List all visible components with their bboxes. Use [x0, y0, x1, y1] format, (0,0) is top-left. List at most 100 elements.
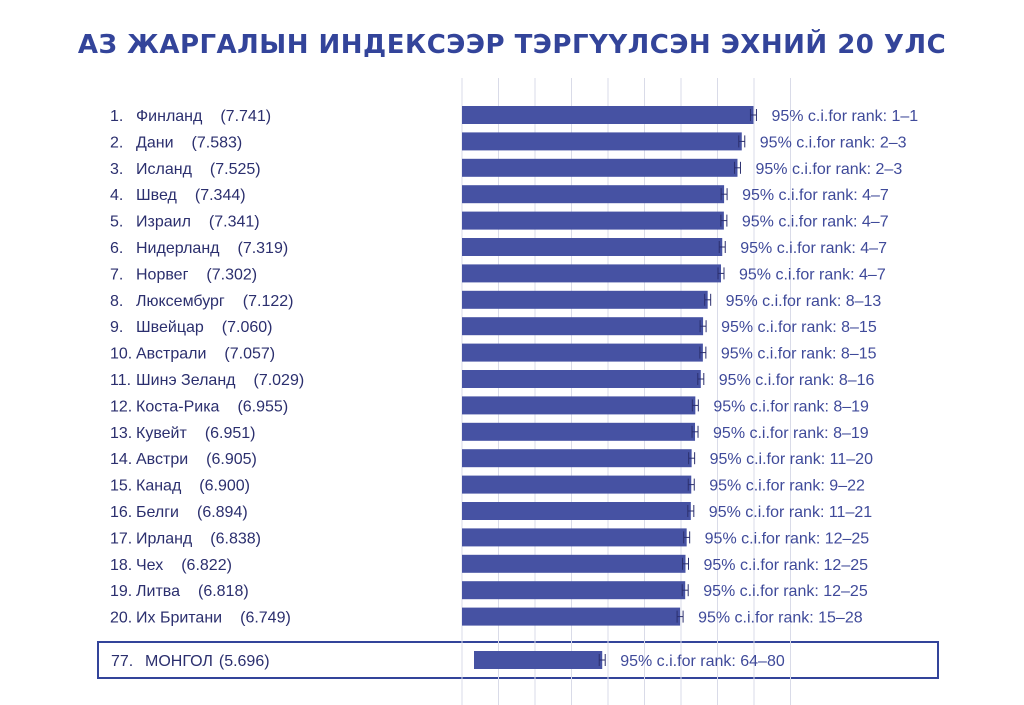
ci-label: 95% c.i.for rank: 12–25 — [705, 530, 870, 547]
rank-number: 77. — [111, 653, 133, 670]
country-name: Австри — [136, 451, 188, 468]
country-name: Ирланд — [136, 530, 193, 547]
score-label: (6.838) — [210, 530, 261, 547]
ci-label: 95% c.i.for rank: 4–7 — [742, 187, 889, 204]
rank-number: 1. — [110, 108, 123, 125]
country-name: Австрали — [136, 346, 206, 363]
score-label: (7.341) — [209, 214, 260, 231]
rank-number: 11. — [110, 372, 131, 389]
ci-label: 95% c.i.for rank: 12–25 — [703, 583, 868, 600]
rank-number: 5. — [110, 214, 123, 231]
score-label: (7.060) — [222, 319, 273, 336]
ci-label: 95% c.i.for rank: 8–19 — [713, 425, 869, 442]
rank-number: 16. — [110, 504, 132, 521]
rank-number: 20. — [110, 610, 132, 627]
score-label: (6.951) — [205, 425, 256, 442]
rank-number: 15. — [110, 478, 132, 495]
country-name: Литва — [136, 583, 180, 600]
rank-number: 7. — [110, 266, 123, 283]
country-name: МОНГОЛ — [145, 653, 213, 670]
rank-number: 3. — [110, 161, 123, 178]
rank-number: 9. — [110, 319, 123, 336]
bar — [462, 396, 696, 415]
bar — [462, 211, 724, 230]
score-label: (7.122) — [243, 293, 294, 310]
rank-number: 17. — [110, 530, 132, 547]
country-name: Их Британи — [136, 610, 222, 627]
ci-label: 95% c.i.for rank: 12–25 — [703, 557, 868, 574]
ci-label: 95% c.i.for rank: 4–7 — [740, 240, 887, 257]
bar — [462, 554, 686, 573]
score-label: (6.955) — [237, 398, 288, 415]
score-label: (6.905) — [206, 451, 257, 468]
ci-label: 95% c.i.for rank: 4–7 — [739, 266, 886, 283]
country-name: Финланд — [136, 108, 203, 125]
rank-number: 10. — [110, 346, 132, 363]
bar — [462, 449, 692, 468]
ci-label: 95% c.i.for rank: 8–19 — [713, 398, 869, 415]
score-label: (7.344) — [195, 187, 246, 204]
country-name: Кувейт — [136, 425, 187, 442]
score-label: (7.057) — [224, 346, 275, 363]
ci-label: 95% c.i.for rank: 2–3 — [760, 134, 907, 151]
score-label: (7.302) — [206, 266, 257, 283]
mongolia-highlight-box — [97, 641, 939, 679]
ci-label: 95% c.i.for rank: 8–16 — [719, 372, 875, 389]
country-name: Нидерланд — [136, 240, 220, 257]
score-label: (6.900) — [199, 478, 250, 495]
score-label: (6.818) — [198, 583, 249, 600]
score-label: (7.525) — [210, 161, 261, 178]
score-label: (7.029) — [253, 372, 304, 389]
ci-label: 95% c.i.for rank: 11–20 — [710, 451, 873, 468]
rank-number: 14. — [110, 451, 132, 468]
bar — [462, 343, 703, 362]
rank-number: 13. — [110, 425, 132, 442]
ci-label: 95% c.i.for rank: 15–28 — [698, 610, 863, 627]
bar — [462, 132, 742, 151]
score-label: (6.749) — [240, 610, 291, 627]
bar — [462, 185, 725, 204]
bar — [462, 607, 681, 626]
country-name: Швед — [136, 187, 178, 204]
rank-number: 8. — [110, 293, 123, 310]
bar — [462, 317, 704, 336]
ci-label: 95% c.i.for rank: 8–15 — [721, 319, 877, 336]
score-label: (7.741) — [220, 108, 271, 125]
country-name: Дани — [136, 134, 174, 151]
rank-number: 18. — [110, 557, 132, 574]
rank-number: 12. — [110, 398, 132, 415]
country-name: Белги — [136, 504, 179, 521]
country-name: Люксембург — [136, 293, 225, 310]
ci-label: 95% c.i.for rank: 1–1 — [771, 108, 918, 125]
bar — [462, 158, 738, 177]
bar — [462, 475, 692, 494]
ci-label: 95% c.i.for rank: 8–15 — [721, 346, 877, 363]
ci-label: 95% c.i.for rank: 11–21 — [709, 504, 872, 521]
ci-label: 95% c.i.for rank: 4–7 — [742, 214, 889, 231]
ci-label: 95% c.i.for rank: 9–22 — [709, 478, 865, 495]
country-name: Чех — [136, 557, 163, 574]
bar — [462, 581, 686, 600]
country-name: Канад — [136, 478, 182, 495]
country-name: Израил — [136, 214, 191, 231]
rank-number: 4. — [110, 187, 123, 204]
country-name: Норвег — [136, 266, 189, 283]
ci-label: 95% c.i.for rank: 2–3 — [755, 161, 902, 178]
ci-label: 95% c.i.for rank: 8–13 — [726, 293, 882, 310]
score-label: (7.583) — [192, 134, 243, 151]
bar — [462, 238, 723, 256]
ci-label: 95% c.i.for rank: 64–80 — [620, 653, 785, 670]
score-label: (6.822) — [181, 557, 232, 574]
score-label: (5.696) — [219, 653, 270, 670]
rank-number: 6. — [110, 240, 123, 257]
country-name: Исланд — [136, 161, 193, 178]
rank-number: 2. — [110, 134, 123, 151]
bar — [462, 502, 691, 520]
bar — [474, 651, 603, 669]
bar — [462, 106, 754, 124]
score-label: (7.319) — [237, 240, 288, 257]
bar — [462, 422, 696, 441]
country-name: Шинэ Зеланд — [136, 372, 236, 389]
country-name: Швейцар — [136, 319, 204, 336]
